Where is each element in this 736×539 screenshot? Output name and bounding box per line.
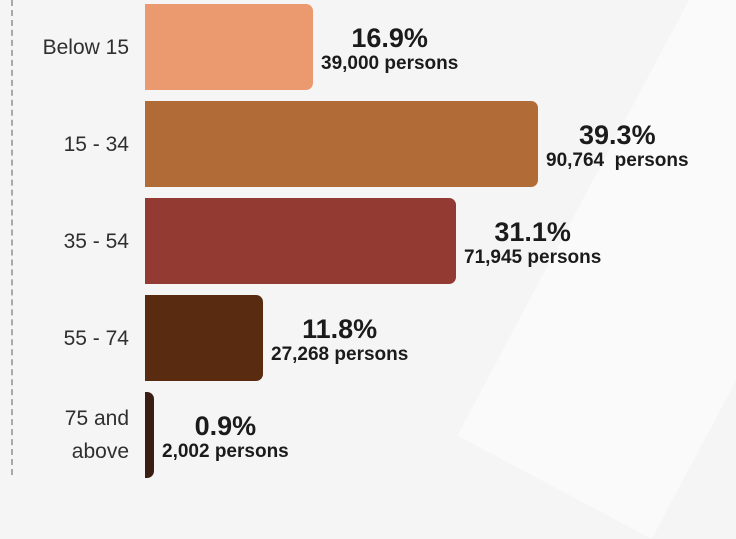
count-label: 39,000 persons <box>321 53 459 74</box>
count-label: 2,002 persons <box>162 441 289 462</box>
value-label: 16.9% 39,000 persons <box>321 23 458 75</box>
percentage-label: 0.9% <box>194 411 257 441</box>
bar <box>145 101 538 187</box>
bar <box>145 4 313 90</box>
value-label: 39.3% 90,764 persons <box>546 120 689 172</box>
bar <box>145 392 154 478</box>
category-label: Below 15 <box>42 35 129 59</box>
value-label: 11.8% 27,268 persons <box>271 314 408 366</box>
dashed-axis-line <box>11 0 13 475</box>
value-label: 31.1% 71,945 persons <box>464 217 601 269</box>
value-label: 0.9% 2,002 persons <box>162 411 289 463</box>
category-label: 35 - 54 <box>63 229 129 253</box>
percentage-label: 16.9% <box>351 23 428 53</box>
bar <box>145 295 263 381</box>
count-label: 71,945 persons <box>464 247 602 268</box>
percentage-label: 11.8% <box>302 314 378 344</box>
percentage-label: 31.1% <box>494 217 571 247</box>
count-label: 27,268 persons <box>271 344 409 365</box>
category-label: 55 - 74 <box>63 326 129 350</box>
category-label: 15 - 34 <box>63 132 129 156</box>
bar <box>145 198 456 284</box>
age-distribution-chart: Below 15 16.9% 39,000 persons 15 - 34 39.3% 9… <box>11 0 689 478</box>
category-label: 75 and above <box>64 407 129 463</box>
background-stripe <box>457 0 736 539</box>
count-label: 90,764 persons <box>546 150 689 171</box>
percentage-label: 39.3% <box>579 120 656 150</box>
